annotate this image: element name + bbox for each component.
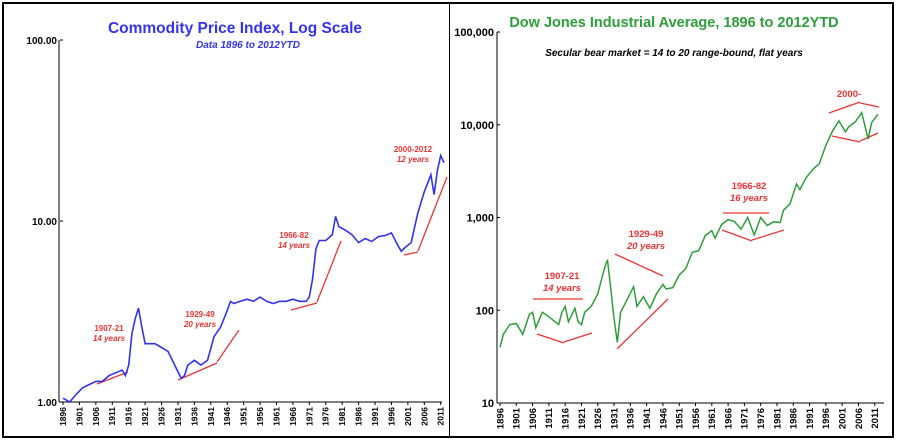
- l-annotation-sublabel: 12 years: [397, 155, 430, 164]
- r-y-tick-label: 100,000: [454, 27, 494, 39]
- dow-resistance-line-2000-b: [859, 102, 880, 108]
- l-annotation-label: 1907-21: [94, 324, 124, 333]
- dow-chart-subtitle: Secular bear market = 14 to 20 range-bou…: [545, 48, 803, 59]
- l-x-tick-label: 1961: [271, 407, 281, 426]
- r-x-tick-label: 1936: [626, 408, 637, 429]
- l-x-tick-label: 1896: [58, 407, 68, 426]
- commodity-chart-subtitle: Data 1896 to 2012YTD: [196, 40, 300, 51]
- dow-support-line-2000: [831, 135, 861, 143]
- r-x-tick-label: 1951: [675, 407, 686, 429]
- l-x-tick-label: 1946: [222, 407, 232, 426]
- l-x-tick-label: 1931: [173, 407, 183, 426]
- dow-resistance-line-1929-49: [614, 253, 664, 277]
- dow-support-line-1966-82: [721, 229, 753, 242]
- l-x-tick-label: 1956: [255, 407, 265, 426]
- r-annotation-sublabel: 14 years: [543, 283, 581, 294]
- commodity-support-line-1966-82-b: [316, 240, 342, 303]
- r-annotation-sublabel: 16 years: [730, 193, 768, 204]
- dow-chart-title: Dow Jones Industrial Average, 1896 to 20…: [509, 15, 838, 31]
- commodity-support-line-2000-2012-b: [417, 176, 448, 252]
- l-y-tick-label: 100.00: [26, 36, 57, 47]
- commodity-support-line-2000-2012: [403, 251, 419, 256]
- l-x-tick-label: 1941: [206, 407, 216, 426]
- l-x-tick-label: 1901: [74, 407, 84, 426]
- r-y-tick-label: 1,000: [466, 213, 494, 225]
- dow-jones-line: [499, 110, 879, 348]
- r-x-tick-label: 1901: [512, 407, 523, 429]
- l-x-tick-label: 1911: [107, 407, 117, 426]
- l-annotation-label: 1966-82: [279, 231, 309, 240]
- r-y-tick-label: 10: [482, 398, 494, 410]
- dow-support-line-1907-21-b: [563, 332, 593, 343]
- l-x-tick-label: 1966: [288, 407, 298, 426]
- l-annotation-sublabel: 20 years: [183, 320, 217, 329]
- dow-resistance-line-2000: [828, 101, 861, 114]
- r-x-tick-label: 1906: [528, 408, 539, 429]
- r-x-tick-label: 2006: [854, 408, 865, 429]
- r-x-tick-label: 1941: [642, 407, 653, 429]
- r-y-tick-label: 100: [476, 305, 494, 317]
- r-x-tick-label: 1986: [789, 408, 800, 429]
- r-x-tick-label: 2011: [870, 407, 881, 428]
- r-annotation-sublabel: 20 years: [626, 241, 665, 252]
- l-x-tick-label: 2001: [403, 407, 413, 426]
- commodity-support-line-1929-49-b: [216, 329, 240, 363]
- r-y-tick-label: 10,000: [460, 120, 494, 132]
- l-x-tick-label: 1926: [157, 407, 167, 426]
- r-annotation-label: 1966-82: [732, 181, 767, 192]
- r-x-tick-label: 1926: [593, 408, 604, 429]
- l-x-tick-label: 1906: [91, 407, 101, 426]
- l-annotation-sublabel: 14 years: [278, 241, 311, 250]
- figure-frame: [2, 2, 894, 438]
- commodity-support-line-1966-82: [290, 302, 318, 311]
- r-annotation-label: 1929-49: [629, 229, 664, 240]
- commodity-chart: Commodity Price Index, Log Scale Data 18…: [26, 20, 448, 426]
- l-x-tick-label: 1991: [370, 407, 380, 426]
- commodity-price-line: [62, 152, 445, 404]
- l-x-tick-label: 1996: [386, 407, 396, 426]
- r-x-tick-label: 2001: [837, 407, 848, 429]
- dow-support-line-1966-82-b: [751, 229, 785, 241]
- l-x-tick-label: 1936: [189, 407, 199, 426]
- panel-divider: [449, 4, 450, 438]
- r-annotation-label: 2000-: [837, 89, 861, 100]
- l-x-tick-label: 2006: [419, 407, 429, 426]
- r-annotation-label: 1907-21: [545, 271, 581, 282]
- l-x-tick-label: 1916: [124, 407, 134, 426]
- r-x-tick-label: 1916: [560, 408, 571, 429]
- commodity-chart-title: Commodity Price Index, Log Scale: [108, 20, 362, 37]
- l-annotation-label: 2000-2012: [394, 145, 433, 154]
- l-x-tick-label: 2011: [436, 407, 446, 426]
- r-x-tick-label: 1961: [707, 407, 718, 429]
- l-x-tick-label: 1951: [239, 407, 249, 426]
- l-x-tick-label: 1921: [140, 407, 150, 426]
- l-annotation-label: 1929-49: [185, 310, 215, 319]
- r-x-tick-label: 1966: [723, 408, 734, 429]
- l-x-tick-label: 1971: [304, 407, 314, 426]
- dow-chart: Dow Jones Industrial Average, 1896 to 20…: [454, 15, 884, 429]
- r-x-tick-label: 1946: [658, 408, 669, 429]
- l-x-tick-label: 1986: [354, 407, 364, 426]
- r-x-tick-label: 1976: [756, 408, 767, 429]
- r-x-tick-label: 1956: [691, 408, 702, 429]
- r-x-tick-label: 1931: [609, 407, 620, 429]
- r-x-tick-label: 1996: [821, 408, 832, 429]
- r-x-tick-label: 1911: [544, 407, 555, 428]
- r-x-tick-label: 1971: [740, 407, 751, 429]
- commodity-support-line-1929-49: [177, 362, 218, 381]
- r-x-tick-label: 1896: [495, 408, 506, 429]
- l-x-tick-label: 1976: [321, 407, 331, 426]
- l-y-tick-label: 10.00: [32, 217, 57, 228]
- r-x-tick-label: 1991: [805, 407, 816, 429]
- dow-support-line-1929-49: [616, 298, 669, 350]
- dow-support-line-1907-21: [536, 333, 565, 344]
- l-y-tick-label: 1.00: [38, 398, 58, 409]
- l-annotation-sublabel: 14 years: [93, 334, 126, 343]
- r-x-tick-label: 1981: [772, 407, 783, 429]
- r-x-tick-label: 1921: [577, 407, 588, 429]
- l-x-tick-label: 1981: [337, 407, 347, 426]
